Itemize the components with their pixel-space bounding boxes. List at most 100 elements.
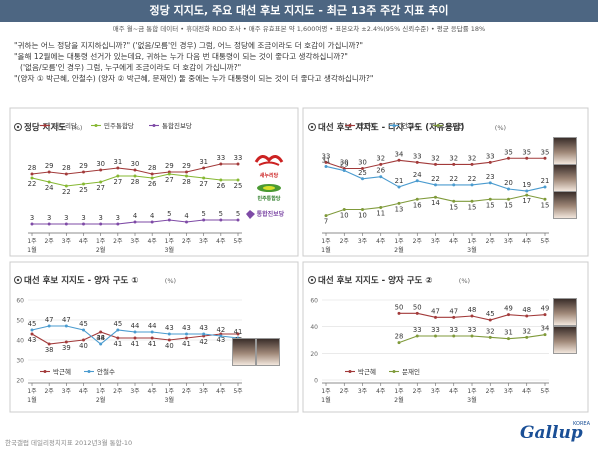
x-tick-label: 4주 bbox=[522, 388, 532, 395]
data-label: 5 bbox=[167, 210, 171, 218]
series-point bbox=[361, 167, 364, 170]
series-point bbox=[488, 335, 492, 339]
data-label: 47 bbox=[449, 307, 458, 315]
y-tick-label: 20 bbox=[16, 378, 24, 385]
photo-moon-multi bbox=[553, 191, 577, 219]
legend-swatch-dot bbox=[94, 124, 98, 127]
data-label: 33 bbox=[468, 326, 477, 334]
series-point bbox=[507, 313, 510, 317]
tonghap-logo-icon bbox=[246, 210, 255, 219]
data-label: 47 bbox=[431, 307, 440, 315]
footer-note: 한국갤럽 데일리정치지표 2012년3월 통합-10 bbox=[5, 439, 133, 447]
x-tick-label: 3주 bbox=[431, 388, 441, 395]
x-tick-label: 4주 bbox=[449, 388, 459, 395]
legend-label: 문재인 bbox=[402, 367, 420, 376]
x-tick-label: 3주 bbox=[130, 388, 140, 395]
data-label: 29 bbox=[340, 161, 349, 169]
series-point bbox=[434, 162, 437, 166]
panel-multi bbox=[302, 107, 589, 257]
chart-title-icon bbox=[308, 123, 316, 131]
legend-label: 안철수 bbox=[402, 121, 420, 130]
data-label: 35 bbox=[522, 148, 531, 156]
x-month-label: 2월 bbox=[394, 396, 404, 404]
data-label: 47 bbox=[45, 316, 54, 324]
series-point bbox=[488, 318, 492, 322]
chart-unit: (%) bbox=[71, 124, 82, 132]
x-month-label: 1월 bbox=[321, 396, 331, 404]
x-tick-label: 3주 bbox=[504, 238, 514, 245]
series-point bbox=[342, 167, 346, 170]
tonghap-logo-text: 통합진보당 bbox=[256, 211, 285, 218]
x-tick-label: 3주 bbox=[130, 238, 140, 245]
x-tick-label: 1주 bbox=[96, 238, 106, 245]
x-tick-label: 4주 bbox=[147, 238, 157, 245]
series-point bbox=[236, 178, 240, 182]
series-point bbox=[415, 197, 419, 201]
x-month-label: 3월 bbox=[467, 396, 477, 404]
x-tick-label: 1주 bbox=[394, 388, 404, 395]
x-tick-label: 2주 bbox=[113, 388, 123, 395]
x-tick-label: 3주 bbox=[358, 388, 368, 395]
series-point bbox=[202, 176, 206, 180]
page-title: 정당 지지도, 주요 대선 후보 지지도 - 최근 13주 주간 지표 추이 bbox=[0, 0, 598, 22]
series-point bbox=[470, 314, 474, 318]
series-point bbox=[167, 332, 171, 336]
legend-swatch-dot bbox=[436, 124, 440, 127]
data-label: 43 bbox=[199, 324, 208, 332]
x-tick-label: 1주 bbox=[394, 238, 404, 245]
series-point bbox=[219, 334, 223, 338]
chart-title-icon-dot bbox=[310, 125, 314, 129]
tonghap-logo: 통합진보당 bbox=[246, 209, 290, 221]
series-point bbox=[185, 332, 188, 336]
chart-party: 정당 지지도 (%) 1주 2주 3주 4주 1주 2주 3주 4주 1주 2주 3주 4주 5주 1월 2월 3… bbox=[14, 121, 243, 254]
data-label: 15 bbox=[486, 201, 495, 209]
saenuri-logo-text: 새누리당 bbox=[259, 173, 279, 179]
x-tick-label: 4주 bbox=[376, 238, 386, 245]
gallup-logo: Gallup bbox=[520, 423, 583, 443]
series-point bbox=[82, 328, 85, 332]
legend-label: 문재인 bbox=[446, 121, 464, 130]
data-label: 4 bbox=[184, 212, 188, 220]
series-point bbox=[452, 315, 456, 319]
x-tick-label: 3주 bbox=[62, 388, 72, 395]
data-label: 49 bbox=[504, 305, 513, 313]
series-point bbox=[434, 315, 437, 319]
series-point bbox=[470, 199, 474, 203]
data-label: 21 bbox=[395, 177, 404, 185]
data-label: 50 bbox=[395, 303, 404, 311]
chart-unit: (%) bbox=[165, 277, 176, 285]
chart-title-icon bbox=[14, 276, 22, 284]
series-point bbox=[324, 164, 328, 168]
series-point bbox=[64, 172, 68, 176]
series-point bbox=[397, 158, 401, 162]
data-label: 43 bbox=[28, 336, 37, 344]
data-label: 4 bbox=[150, 212, 154, 220]
y-tick-label: 30 bbox=[16, 358, 24, 365]
chart-title: 대선 후보 지지도 - 양자 구도 ② bbox=[318, 275, 433, 286]
chart-unit: (%) bbox=[495, 124, 506, 132]
x-month-label: 2월 bbox=[96, 246, 106, 254]
y-tick-label: 60 bbox=[310, 298, 318, 305]
data-label: 32 bbox=[449, 154, 458, 162]
data-label: 45 bbox=[79, 320, 88, 328]
series-point bbox=[434, 334, 437, 338]
data-label: 40 bbox=[165, 342, 174, 350]
data-label: 28 bbox=[148, 164, 157, 172]
series-point bbox=[415, 311, 419, 315]
data-label: 10 bbox=[358, 212, 367, 220]
data-label: 15 bbox=[541, 201, 550, 209]
series-point bbox=[185, 336, 188, 340]
data-label: 3 bbox=[30, 214, 34, 222]
x-month-label: 1월 bbox=[27, 246, 37, 254]
data-label: 27 bbox=[114, 178, 123, 186]
series-point bbox=[185, 220, 188, 224]
y-tick-label: 20 bbox=[310, 351, 318, 358]
series-point bbox=[133, 336, 137, 340]
series-point bbox=[219, 162, 223, 166]
x-tick-label: 1주 bbox=[467, 388, 477, 395]
series-point bbox=[47, 222, 51, 226]
data-label: 39 bbox=[62, 344, 71, 352]
legend-label: 민주통합당 bbox=[104, 121, 134, 130]
